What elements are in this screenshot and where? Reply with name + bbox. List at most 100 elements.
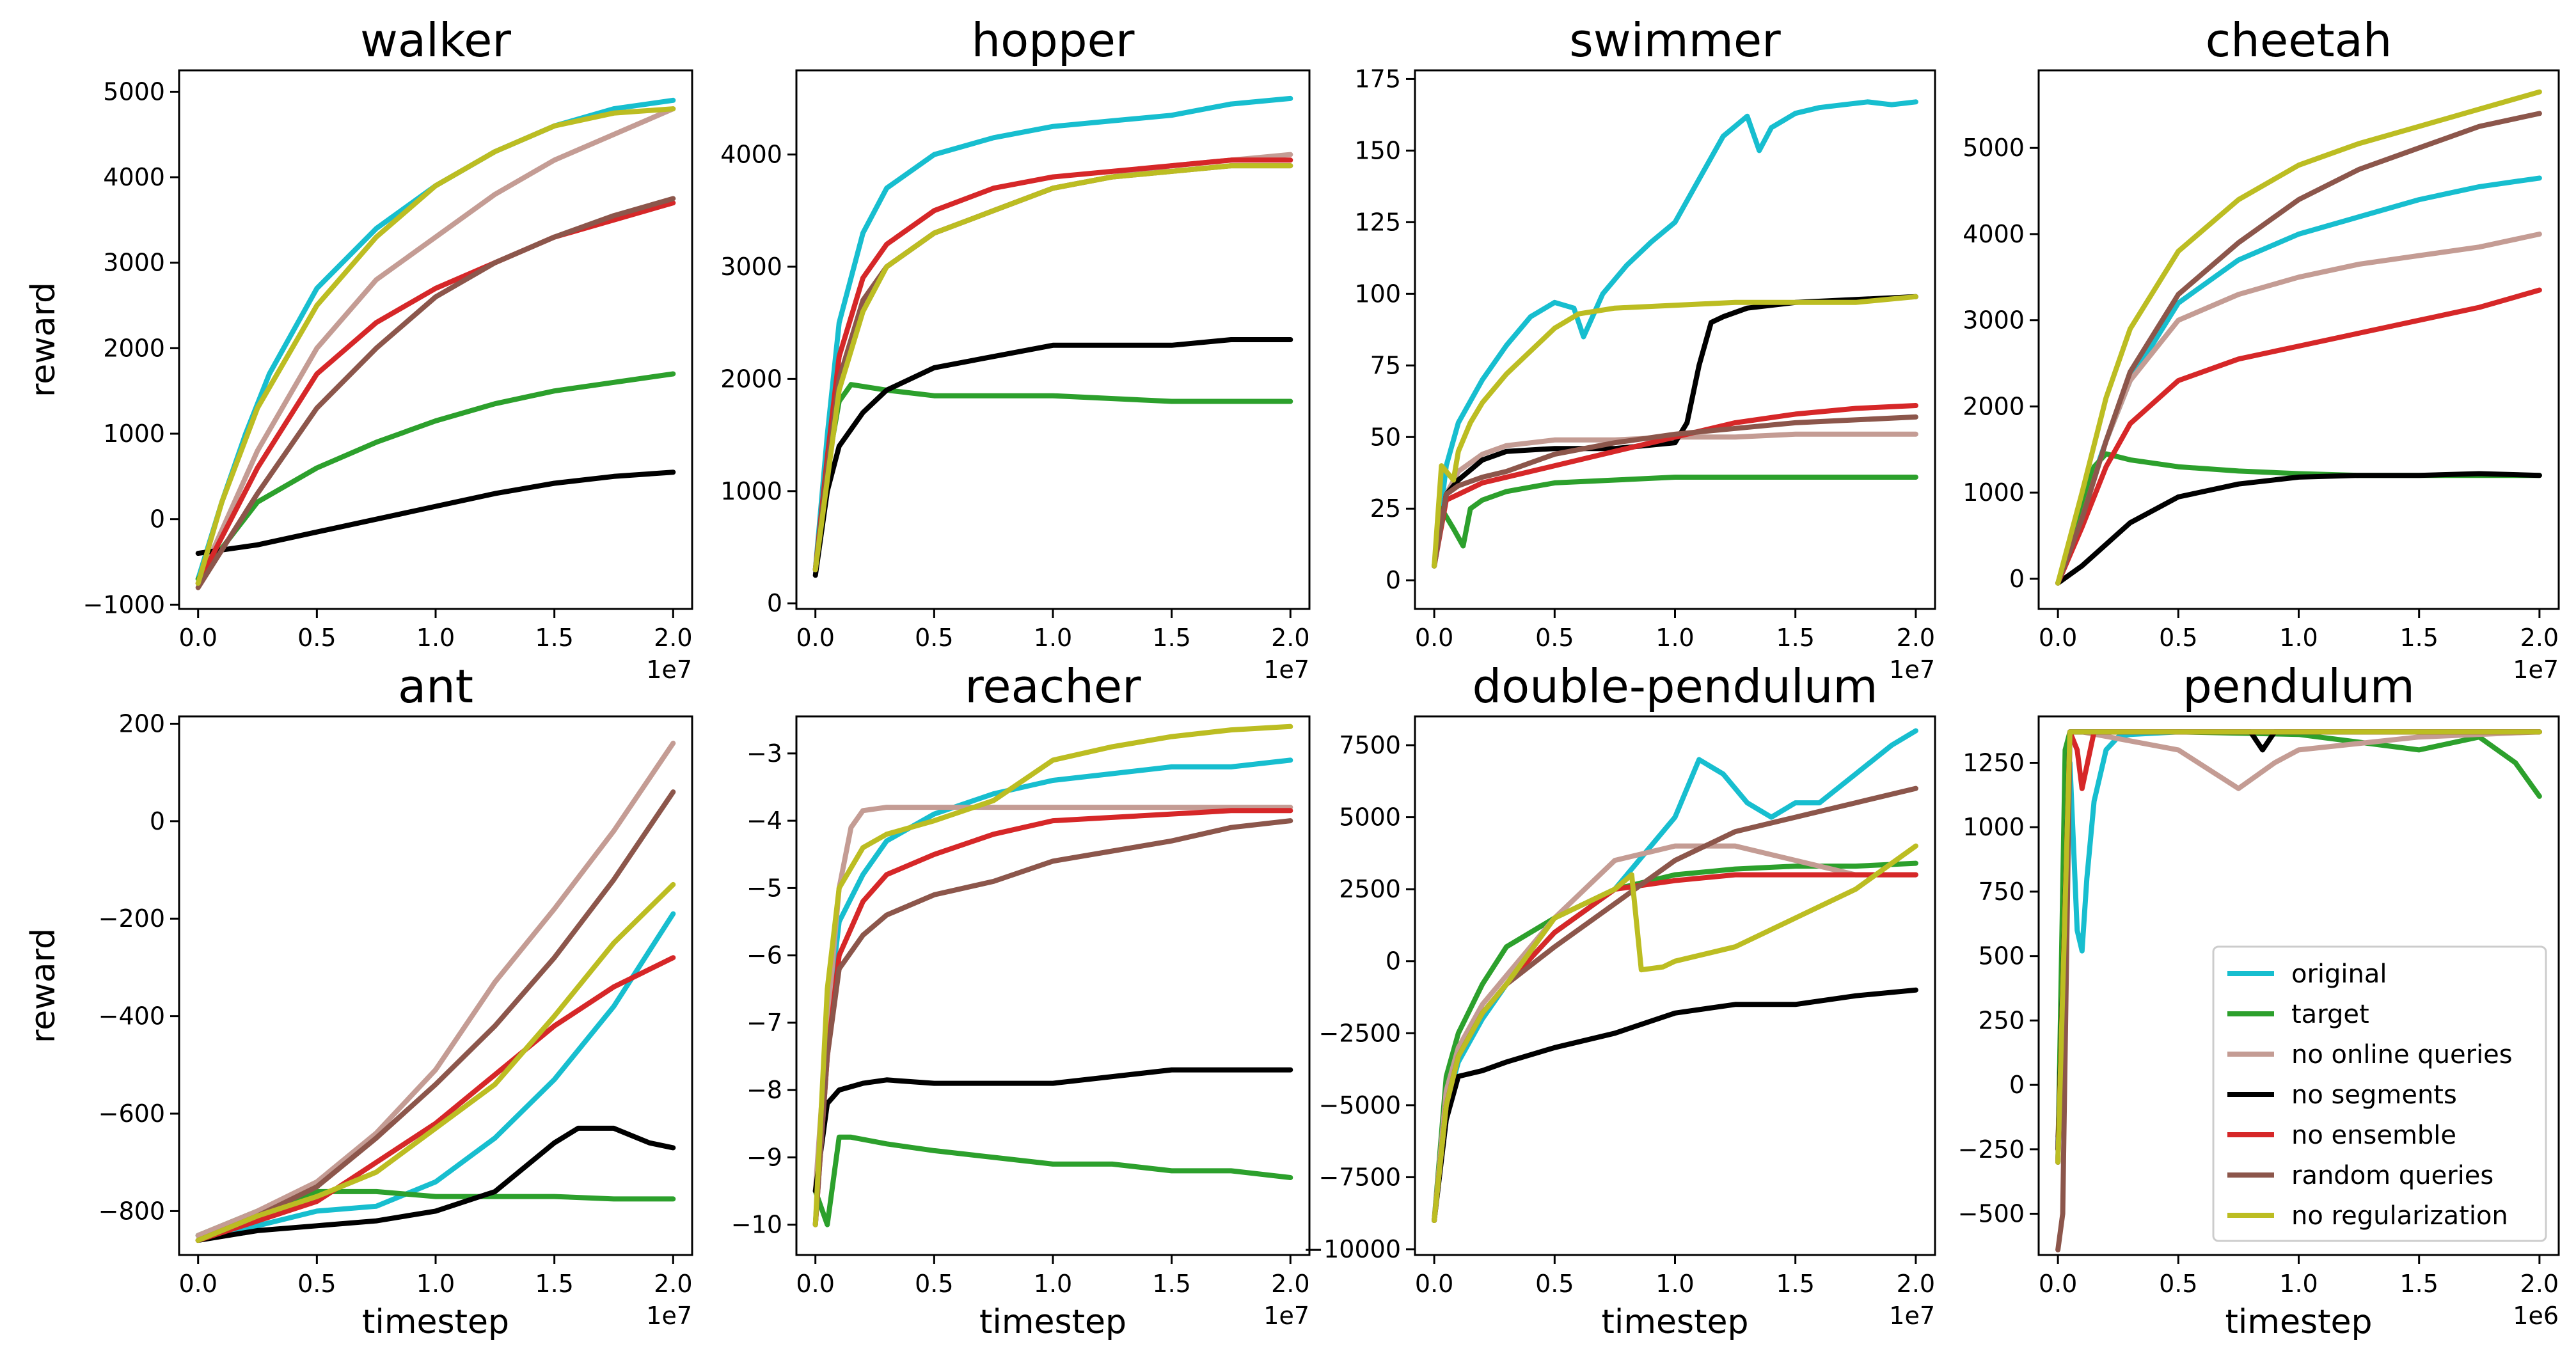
y-tick-label: 4000: [1963, 220, 2025, 248]
line-no-segments: [1432, 987, 1918, 1223]
series-group: [812, 723, 1293, 1227]
y-tick-label: −10000: [1303, 1235, 1401, 1263]
line-no-regularization: [195, 106, 676, 586]
line-random-queries: [2055, 111, 2542, 586]
y-tick-label: 500: [1978, 942, 2025, 970]
y-tick-label: 1000: [103, 420, 165, 448]
y-tick-label: −7: [747, 1009, 782, 1037]
line-target: [812, 382, 1293, 572]
x-axis-label: timestep: [979, 1303, 1126, 1341]
panel-hopper: 0.0 0.5 1.0 1.5 2.0 0 1000 2000 3000 4000 1e7 hoppe…: [720, 13, 1311, 684]
y-tick-label: 150: [1354, 136, 1401, 164]
legend-item: no segments: [2227, 1080, 2457, 1110]
x-tick-label: 1.5: [1152, 624, 1190, 652]
x-tick-label: 0.0: [2039, 624, 2077, 652]
line-random-queries: [812, 818, 1293, 1227]
y-tick-label: 0: [767, 589, 782, 617]
legend-item: no online queries: [2227, 1040, 2513, 1069]
x-tick-label: 0.5: [915, 624, 953, 652]
y-tick-label: 5000: [103, 77, 165, 106]
legend-item: original: [2227, 959, 2387, 989]
line-random-queries: [1432, 785, 1918, 1223]
x-offset-label: 1e7: [1889, 1302, 1935, 1330]
panel-cheetah: 0.0 0.5 1.0 1.5 2.0 0 1000 2000 3000 4000 5000 1e7 c…: [1963, 13, 2560, 684]
line-random-queries: [1432, 414, 1918, 569]
panel-title: cheetah: [2206, 13, 2392, 67]
y-tick-label: 2500: [1339, 875, 1401, 903]
legend-item: no ensemble: [2227, 1121, 2456, 1150]
legend-item: no regularization: [2227, 1201, 2508, 1231]
y-tick-label: −8: [747, 1076, 782, 1104]
panel-walker: 0.0 0.5 1.0 1.5 2.0 −1000 0 1000 2000 3000 4000 500…: [24, 13, 693, 684]
x-tick-label: 2.0: [2520, 624, 2559, 652]
series-group: [2055, 729, 2542, 1252]
line-no-online-queries: [812, 152, 1293, 572]
x-tick-label: 1.5: [2399, 624, 2438, 652]
y-tick-label: 100: [1354, 280, 1401, 308]
y-tick-label: −5000: [1318, 1091, 1401, 1119]
series-group: [2055, 89, 2542, 586]
x-tick-label: 1.0: [2279, 624, 2318, 652]
x-tick-label: 2.0: [1897, 624, 1935, 652]
x-tick-label: 2.0: [654, 624, 692, 652]
line-no-online-queries: [2055, 232, 2542, 586]
x-tick-label: 1.5: [1152, 1270, 1190, 1298]
legend-label: no online queries: [2291, 1040, 2513, 1069]
y-tick-label: −2500: [1318, 1019, 1401, 1047]
y-tick-label: 0: [150, 807, 165, 835]
line-no-regularization: [1432, 294, 1918, 569]
panel-title: reacher: [965, 659, 1141, 713]
y-tick-label: −7500: [1318, 1163, 1401, 1191]
panel-title: pendulum: [2183, 659, 2415, 713]
y-tick-label: 250: [1978, 1006, 2025, 1034]
y-tick-label: −5: [747, 874, 782, 902]
panel-title: swimmer: [1569, 13, 1781, 67]
y-tick-label: −9: [747, 1143, 782, 1171]
y-tick-label: 750: [1978, 878, 2025, 906]
line-no-regularization: [2055, 729, 2542, 1165]
line-original: [812, 95, 1293, 572]
x-tick-label: 1.0: [1034, 1270, 1072, 1298]
line-no-ensemble: [812, 157, 1293, 572]
x-tick-label: 1.5: [2399, 1270, 2438, 1298]
x-offset-label: 1e6: [2513, 1302, 2559, 1330]
panel-ant: 0.0 0.5 1.0 1.5 2.0 −800 −600 −400 −200 0 200 1e7 an…: [24, 659, 693, 1341]
y-tick-label: 0: [1386, 947, 1401, 975]
x-tick-label: 1.0: [1034, 624, 1072, 652]
y-tick-label: −6: [747, 942, 782, 970]
x-offset-label: 1e7: [646, 656, 692, 684]
line-no-ensemble: [1432, 403, 1918, 569]
y-tick-label: 1000: [1963, 813, 2025, 841]
line-original: [195, 911, 676, 1238]
y-tick-label: 1250: [1963, 749, 2025, 777]
panel-title: hopper: [972, 13, 1135, 67]
y-axis-label: reward: [24, 282, 63, 397]
legend-label: no segments: [2291, 1080, 2457, 1110]
line-no-online-queries: [1432, 843, 1918, 1223]
line-random-queries: [812, 163, 1293, 572]
x-offset-label: 1e7: [1263, 656, 1309, 684]
x-tick-label: 1.0: [416, 624, 455, 652]
line-no-ensemble: [2055, 287, 2542, 586]
y-tick-label: 25: [1370, 494, 1401, 523]
y-tick-label: 0: [150, 505, 165, 533]
x-offset-label: 1e7: [2513, 656, 2559, 684]
x-tick-label: 0.5: [297, 624, 336, 652]
x-axis-label: timestep: [1602, 1303, 1749, 1341]
y-tick-label: −600: [99, 1100, 165, 1128]
y-tick-label: 2000: [103, 334, 165, 362]
series-group: [1432, 728, 1918, 1223]
x-tick-label: 1.0: [1655, 624, 1694, 652]
x-tick-label: 0.5: [297, 1270, 336, 1298]
series-group: [812, 95, 1293, 578]
x-tick-label: 2.0: [2520, 1270, 2559, 1298]
x-offset-label: 1e7: [646, 1302, 692, 1330]
x-tick-label: 0.0: [1415, 1270, 1453, 1298]
y-tick-label: −4: [747, 807, 782, 835]
line-no-online-queries: [195, 106, 676, 586]
y-tick-label: 0: [2009, 565, 2025, 593]
panel-title: ant: [398, 659, 473, 713]
y-tick-label: −400: [99, 1002, 165, 1030]
legend: original target no online queries no segmen…: [2212, 945, 2547, 1242]
x-tick-label: 0.0: [796, 1270, 834, 1298]
